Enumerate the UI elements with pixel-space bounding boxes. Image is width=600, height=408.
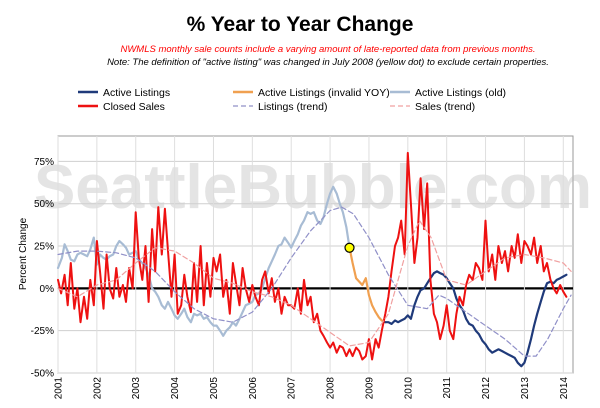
y-tick-label: 75%	[34, 157, 54, 168]
x-tick-label: 2008	[326, 377, 337, 400]
legend-label-sales-trend: Sales (trend)	[415, 101, 475, 113]
legend-label-active-listings-invalid-yoy: Active Listings (invalid YOY)	[258, 87, 390, 99]
legend: Active Listings Active Listings (invalid …	[78, 87, 506, 113]
series-group	[56, 151, 572, 368]
x-tick-label: 2011	[442, 377, 453, 399]
y-tick-label: -25%	[31, 326, 54, 337]
x-tick-label: 2012	[481, 377, 492, 400]
x-tick-label: 2003	[131, 377, 142, 400]
x-axis-ticks: 2001 2002 2003 2004 2005 2006 2007 2008 2009 2010…	[54, 377, 570, 400]
chart-note-definition: Note: The definition of "active listing"…	[107, 57, 549, 68]
marker-group	[344, 242, 355, 253]
legend-label-active-listings-old: Active Listings (old)	[415, 87, 506, 99]
series-listings-trend	[57, 206, 572, 357]
x-tick-label: 2009	[364, 377, 375, 400]
x-tick-label: 2005	[209, 377, 220, 400]
series-sales-trend	[57, 220, 572, 347]
x-tick-label: 2010	[403, 377, 414, 400]
x-tick-label: 2007	[287, 377, 298, 400]
y-axis-ticks: 75% 50% 25% 0% -25% -50%	[31, 157, 54, 380]
watermark: SeattleBubble.com	[34, 153, 592, 222]
legend-label-listings-trend: Listings (trend)	[258, 101, 327, 113]
y-tick-label: 50%	[34, 199, 54, 210]
x-tick-label: 2002	[92, 377, 103, 400]
x-tick-label: 2013	[520, 377, 531, 400]
y-tick-label: 0%	[40, 284, 55, 295]
y-tick-label: -50%	[31, 369, 54, 380]
x-tick-label: 2004	[170, 377, 181, 400]
series-active-listings-invalid-yoy	[348, 246, 387, 324]
y-axis-label: Percent Change	[18, 217, 29, 290]
x-tick-label: 2006	[248, 377, 259, 400]
legend-label-active-listings: Active Listings	[103, 87, 170, 99]
legend-label-closed-sales: Closed Sales	[103, 101, 165, 113]
chart-note-sales: NWMLS monthly sale counts include a vary…	[120, 44, 535, 55]
x-tick-label: 2014	[559, 377, 570, 400]
definition-change-marker	[344, 242, 355, 253]
series-closed-sales	[57, 151, 568, 361]
chart-title: % Year to Year Change	[187, 13, 414, 36]
y-tick-label: 25%	[34, 242, 54, 253]
x-tick-label: 2001	[54, 377, 65, 400]
series-active-listings	[384, 270, 568, 368]
